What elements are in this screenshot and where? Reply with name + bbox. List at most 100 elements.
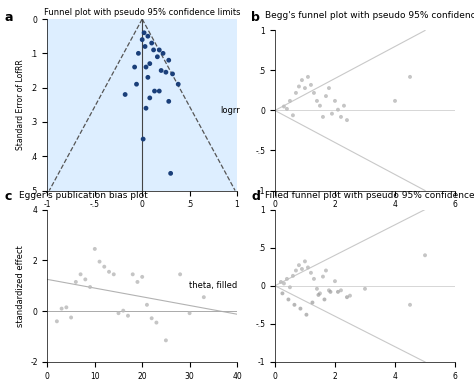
Point — [165, 57, 173, 63]
Point — [302, 312, 310, 318]
Point — [143, 302, 151, 308]
Point — [331, 278, 339, 284]
Y-axis label: logrr: logrr — [220, 106, 240, 115]
Point — [169, 71, 176, 77]
Point — [151, 88, 158, 94]
Point — [58, 306, 65, 312]
Point — [121, 91, 129, 98]
Point — [322, 267, 330, 274]
Point — [154, 54, 161, 60]
Point — [343, 294, 351, 300]
Point — [295, 262, 303, 268]
Point — [320, 296, 328, 303]
Point — [309, 299, 316, 306]
Point — [165, 98, 173, 104]
Point — [129, 271, 137, 277]
Point — [301, 85, 309, 91]
X-axis label: log Risk Ratio: log Risk Ratio — [111, 215, 173, 224]
Point — [150, 47, 157, 53]
Point — [140, 30, 148, 36]
Point — [316, 102, 324, 109]
Point — [176, 271, 184, 277]
Point — [167, 170, 174, 176]
Point — [325, 85, 333, 91]
Point — [310, 276, 318, 282]
Text: a: a — [5, 11, 13, 24]
Point — [155, 47, 163, 53]
Point — [295, 83, 303, 90]
Point — [316, 290, 324, 296]
Y-axis label: theta, filled: theta, filled — [190, 281, 237, 290]
Point — [280, 104, 288, 110]
Point — [86, 284, 94, 290]
Point — [391, 98, 399, 104]
Point — [283, 106, 291, 112]
Point — [138, 274, 146, 280]
Point — [53, 318, 61, 324]
Point — [131, 64, 138, 70]
Point — [421, 252, 429, 258]
Point — [283, 276, 291, 282]
Point — [91, 246, 99, 252]
Point — [310, 90, 318, 96]
Point — [301, 258, 309, 264]
Point — [277, 279, 285, 285]
Point — [142, 64, 150, 70]
Point — [406, 74, 414, 80]
Point — [159, 50, 167, 56]
Y-axis label: standardized effect: standardized effect — [16, 245, 25, 327]
Point — [307, 82, 315, 88]
Point — [148, 40, 155, 46]
Point — [67, 314, 75, 320]
Point — [148, 315, 155, 321]
Point — [292, 90, 300, 96]
Point — [186, 310, 193, 316]
Point — [307, 270, 315, 276]
Text: d: d — [251, 190, 260, 203]
Point — [334, 289, 342, 295]
Point — [119, 307, 127, 314]
Point — [162, 337, 170, 343]
Point — [82, 276, 89, 282]
Point — [144, 33, 152, 39]
Point — [135, 50, 142, 56]
Point — [162, 69, 170, 75]
Point — [139, 136, 147, 142]
Point — [146, 61, 154, 67]
Point — [144, 74, 152, 80]
Point — [319, 114, 327, 120]
Point — [157, 67, 165, 74]
Point — [334, 107, 342, 113]
Point — [174, 81, 182, 87]
Point — [298, 266, 306, 272]
Point — [322, 93, 330, 99]
Point — [346, 293, 354, 299]
Point — [343, 117, 351, 123]
Point — [280, 280, 288, 287]
Point — [297, 306, 304, 312]
Point — [286, 284, 294, 290]
Point — [146, 95, 154, 101]
Point — [331, 98, 339, 104]
Point — [279, 290, 286, 296]
Point — [325, 287, 333, 293]
Point — [406, 302, 414, 308]
Point — [200, 294, 208, 300]
Text: Begg's funnel plot with pseudo 95% confidence limits: Begg's funnel plot with pseudo 95% confi… — [265, 11, 474, 21]
Point — [337, 287, 345, 293]
Point — [155, 88, 163, 94]
Point — [284, 296, 292, 303]
Point — [313, 286, 321, 292]
Point — [96, 259, 103, 265]
Point — [134, 279, 141, 285]
Point — [304, 264, 312, 271]
Point — [133, 81, 140, 87]
Point — [292, 267, 300, 274]
X-axis label: s.e. of: logrr: s.e. of: logrr — [338, 215, 392, 224]
Point — [289, 273, 297, 279]
Point — [77, 271, 84, 277]
Point — [340, 102, 348, 109]
Point — [100, 264, 108, 270]
Point — [115, 310, 122, 316]
Text: Egger's publication bias plot: Egger's publication bias plot — [19, 190, 148, 200]
